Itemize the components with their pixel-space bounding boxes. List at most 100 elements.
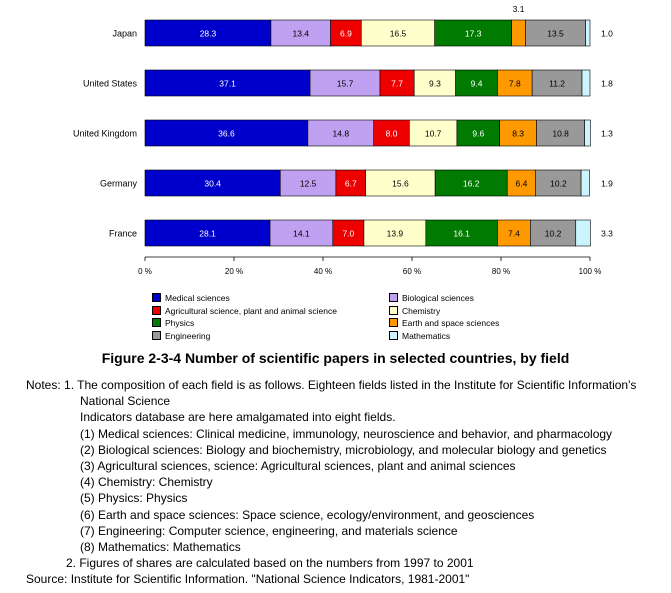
data-label: 17.3 [465,29,482,39]
bar-segment [144,119,309,147]
data-label: 10.7 [425,129,442,139]
legend-label: Chemistry [402,305,441,316]
note-line-10: (7) Engineering: Computer science, engin… [80,523,458,538]
legend-swatch [389,318,398,328]
data-label: 10.8 [552,129,569,139]
bar-segment [409,119,458,147]
note-line-11: (8) Mathematics: Mathematics [80,540,241,555]
legend-item: Mathematics [389,329,450,341]
notes-section: Notes: 1. The composition of each field … [26,377,666,588]
stacked-bar-chart: Japan 28.3 13.4 6.9 16.5 17.3 3.1 13.5 1.0 United… [73,4,613,276]
x-tick-label: 20 % [225,267,243,276]
bar-segment [144,219,271,247]
legend-label: Mathematics [402,330,451,341]
bar-segment [584,119,591,147]
bar-segment [536,119,585,147]
note-line-9: (6) Earth and space sciences: Space scie… [80,507,535,522]
bar-segment [144,69,311,97]
bar-segment [360,19,435,47]
data-label: 6.9 [340,29,352,39]
data-label: 1.0 [601,29,613,39]
bar-segment [330,19,362,47]
x-tick-label: 0 % [138,267,152,276]
data-label: 13.9 [387,229,404,239]
bar-segment [373,119,410,147]
legend-swatch [152,305,161,315]
data-label: 16.5 [390,29,407,39]
data-label: 6.7 [345,179,357,189]
bar-segment [363,219,427,247]
figure-title: Figure 2-3-4 Number of scientific papers… [101,350,570,366]
category-label: United States [83,79,138,89]
x-tick-label: 60 % [403,267,421,276]
data-label: 1.8 [601,79,613,89]
bar-segment [535,169,582,197]
x-tick-label: 80 % [492,267,510,276]
bar-segment [279,169,337,197]
legend-label: Medical sciences [165,292,230,303]
note-line-8: (5) Physics: Physics [80,491,188,506]
data-label: 8.3 [512,129,524,139]
data-label: 1.3 [601,129,613,139]
data-label: 14.1 [293,229,310,239]
legend-item: Physics [152,316,194,328]
legend-swatch [152,293,161,303]
legend-label: Engineering [165,330,211,341]
category-label: Japan [112,29,137,39]
data-label: 30.4 [204,179,221,189]
bar-segment [379,69,415,97]
data-label: 12.5 [300,179,317,189]
data-label: 10.2 [545,229,562,239]
note-line-4: (1) Medical sciences: Clinical medicine,… [80,426,613,441]
source-line: Source: Institute for Scientific Informa… [26,572,470,587]
note-line-6: (3) Agricultural sciences, science: Agri… [80,459,516,474]
data-label: 28.3 [200,29,217,39]
legend-swatch [389,293,398,303]
legend-label: Physics [165,317,195,328]
data-label: 9.6 [472,129,484,139]
category-label: Germany [100,179,138,189]
data-label: 15.7 [337,79,354,89]
data-label: 16.2 [463,179,480,189]
bar-segment [511,19,526,47]
legend-item: Engineering [152,329,210,341]
legend-swatch [152,318,161,328]
bar-segment [575,219,591,247]
bar-segment [270,19,331,47]
data-label: 3.3 [601,229,613,239]
data-label: 13.5 [547,29,564,39]
category-label: France [109,229,137,239]
data-label: 36.6 [218,129,235,139]
data-label: 1.9 [601,179,613,189]
legend-item: Earth and space sciences [389,316,499,328]
note-line-12: 2. Figures of shares are calculated base… [66,556,474,571]
legend-label: Agricultural science, plant and animal s… [165,305,337,316]
legend-item: Agricultural science, plant and animal s… [152,304,337,316]
bar-segment [581,69,591,97]
note-line-1: Notes: 1. The composition of each field … [26,378,637,392]
data-label: 9.3 [429,79,441,89]
data-label: 7.8 [509,79,521,89]
bar-segment [144,19,272,47]
legend-label: Biological sciences [402,292,474,303]
bar-segment [269,219,334,247]
data-label: 16.1 [453,229,470,239]
legend-swatch [389,330,398,340]
data-label: 13.4 [292,29,309,39]
bar-segment [585,19,591,47]
note-line-3: Indicators database are here amalgamated… [80,410,396,425]
data-label: 9.4 [471,79,483,89]
bar-segment [144,169,281,197]
bar-segment [497,69,533,97]
bar-segment [531,69,583,97]
data-label: 6.4 [516,179,528,189]
bar-segment [335,169,367,197]
data-label: 14.8 [333,129,350,139]
note-line-7: (4) Chemistry: Chemistry [80,475,213,490]
bar-segment [525,19,586,47]
data-label: 3.1 [513,4,525,14]
legend-item: Chemistry [389,304,440,316]
legend-label: Earth and space sciences [402,317,500,328]
bar-segment [530,219,577,247]
data-label: 7.4 [508,229,520,239]
